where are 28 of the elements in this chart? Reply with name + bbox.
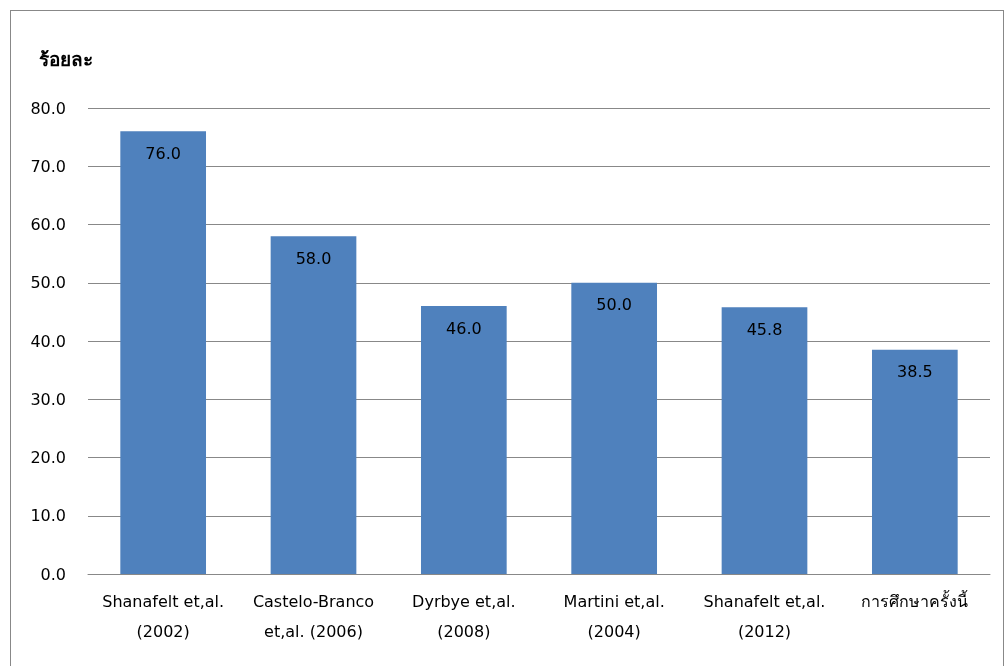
x-tick-label: การศึกษาครั้งนี้ bbox=[861, 589, 969, 611]
bar bbox=[420, 306, 507, 574]
y-tick-label: 0.0 bbox=[40, 564, 66, 584]
y-tick-label: 30.0 bbox=[30, 389, 66, 409]
y-tick-label: 60.0 bbox=[30, 215, 66, 234]
y-tick-label: 80.0 bbox=[30, 98, 66, 118]
y-tick-label: 50.0 bbox=[30, 273, 66, 293]
y-tick-label: 20.0 bbox=[30, 448, 66, 467]
data-label: 76.0 bbox=[145, 143, 181, 163]
bar bbox=[721, 307, 808, 574]
x-tick-label: Castelo-Branco et,al. (2006) bbox=[252, 591, 375, 641]
y-tick-label: 40.0 bbox=[30, 331, 66, 351]
data-label: 46.0 bbox=[446, 318, 482, 338]
data-label: 50.0 bbox=[596, 295, 632, 315]
bar bbox=[270, 236, 357, 574]
bar bbox=[120, 131, 207, 574]
data-label: 38.5 bbox=[897, 362, 933, 382]
bar bbox=[871, 349, 958, 574]
y-axis-title: ร้อยละ bbox=[39, 47, 93, 70]
data-label: 58.0 bbox=[295, 248, 332, 268]
x-tick-label: Shanafelt et,al. (2002) bbox=[102, 591, 225, 641]
y-tick-label: 10.0 bbox=[30, 506, 66, 526]
data-label: 45.8 bbox=[746, 319, 783, 339]
bar bbox=[571, 282, 658, 574]
x-tick-label: Martini et,al. (2004) bbox=[563, 591, 665, 641]
x-tick-label: Dyrbye et,al. (2008) bbox=[412, 591, 516, 641]
x-tick-label: Shanafelt et,al. (2012) bbox=[703, 591, 826, 641]
y-tick-label: 70.0 bbox=[30, 156, 66, 176]
